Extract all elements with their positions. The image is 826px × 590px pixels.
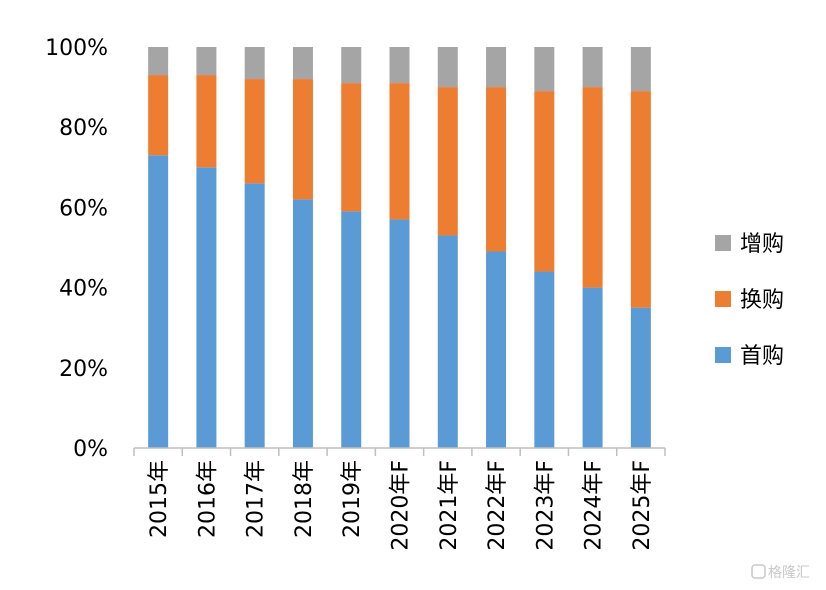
legend-label-增购: 增购 xyxy=(740,232,784,257)
bar-segment-换购-2016年 xyxy=(196,75,217,168)
watermark-text: 格隆汇 xyxy=(768,565,810,581)
bar-segment-增购-2019年 xyxy=(341,47,362,84)
bar-segment-首购-2020年F xyxy=(389,219,410,448)
bar-segment-增购-2022年F xyxy=(486,47,507,88)
x-category-label: 2025年F xyxy=(630,460,655,551)
bar-segment-增购-2017年 xyxy=(244,47,265,80)
x-category-label: 2016年 xyxy=(195,460,220,538)
x-category-label: 2024年F xyxy=(582,460,607,551)
bar-segment-增购-2025年F xyxy=(630,47,651,92)
x-category-label: 2023年F xyxy=(533,460,558,551)
watermark-logo-icon xyxy=(751,564,766,579)
bar-segment-首购-2021年F xyxy=(437,235,458,448)
bar-segment-换购-2019年 xyxy=(341,83,362,212)
y-tick-label: 80% xyxy=(59,116,108,141)
x-category-label: 2019年 xyxy=(340,460,365,538)
x-category-label: 2020年F xyxy=(389,460,414,551)
bar-segment-首购-2025年F xyxy=(630,307,651,448)
bar-segment-首购-2018年 xyxy=(292,199,313,448)
bar-segment-增购-2018年 xyxy=(292,47,313,80)
bar-segment-首购-2024年F xyxy=(582,287,603,448)
bar-segment-换购-2023年F xyxy=(534,91,555,272)
bar-segment-首购-2015年 xyxy=(148,155,169,448)
bar-segment-首购-2019年 xyxy=(341,211,362,448)
x-category-label: 2017年 xyxy=(244,460,269,538)
bar-segment-换购-2015年 xyxy=(148,75,169,156)
bar-segment-首购-2017年 xyxy=(244,183,265,448)
bar-segment-增购-2015年 xyxy=(148,47,169,76)
bar-segment-首购-2016年 xyxy=(196,167,217,449)
bar-segment-换购-2018年 xyxy=(292,79,313,200)
bar-segment-换购-2021年F xyxy=(437,87,458,236)
bar-segment-换购-2025年F xyxy=(630,91,651,308)
bar-segment-换购-2024年F xyxy=(582,87,603,288)
bar-segment-增购-2024年F xyxy=(582,47,603,88)
legend-swatch-换购 xyxy=(715,291,731,307)
bar-segment-首购-2023年F xyxy=(534,271,555,448)
legend-swatch-首购 xyxy=(715,347,731,363)
bar-segment-换购-2020年F xyxy=(389,83,410,220)
watermark: 格隆汇 xyxy=(751,564,810,581)
bar-segment-增购-2020年F xyxy=(389,47,410,84)
y-tick-label: 20% xyxy=(59,357,108,382)
bar-segment-换购-2017年 xyxy=(244,79,265,184)
x-category-label: 2021年F xyxy=(437,460,462,551)
bar-segment-换购-2022年F xyxy=(486,87,507,252)
x-category-label: 2015年 xyxy=(147,460,172,538)
x-category-label: 2022年F xyxy=(485,460,510,551)
y-tick-label: 60% xyxy=(59,196,108,221)
legend-swatch-增购 xyxy=(715,235,731,251)
x-category-label: 2018年 xyxy=(292,460,317,538)
legend-label-首购: 首购 xyxy=(740,344,784,369)
bar-segment-增购-2023年F xyxy=(534,47,555,92)
bar-segment-增购-2016年 xyxy=(196,47,217,76)
y-tick-label: 40% xyxy=(59,277,108,302)
bars-group xyxy=(148,47,651,449)
bar-segment-首购-2022年F xyxy=(486,251,507,448)
y-tick-label: 0% xyxy=(73,437,108,462)
axes-group: 0% 20% 40% 60% 80% 100% 2015年 2016年 2017年 2018年 20… xyxy=(45,36,666,551)
bar-segment-增购-2021年F xyxy=(437,47,458,88)
y-tick-label: 100% xyxy=(45,36,108,61)
legend-label-换购: 换购 xyxy=(740,288,784,313)
